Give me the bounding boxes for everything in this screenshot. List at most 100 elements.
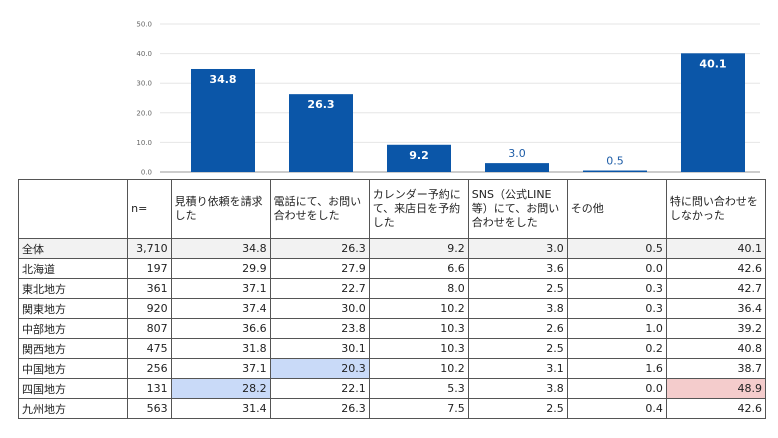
value-cell: 2.5 [467, 338, 568, 359]
value-cell: 10.2 [368, 358, 469, 379]
value-cell: 36.6 [170, 318, 271, 339]
value-cell: 3.8 [467, 298, 568, 319]
value-cell: 30.1 [269, 338, 370, 359]
header-n: n= [127, 179, 172, 239]
bar-chart: 0.0 10.0 20.0 30.0 40.0 50.0 34.8 26.3 9.2 3.0 0.5… [136, 21, 760, 177]
header-region [17, 179, 129, 239]
table-row: 中国地方 256 37.1 20.3 10.2 3.1 1.6 38.7 [17, 358, 767, 379]
value-cell: 26.3 [269, 238, 370, 259]
table-row: 全体 3,710 34.8 26.3 9.2 3.0 0.5 40.1 [17, 238, 767, 259]
value-cell: 30.0 [269, 298, 370, 319]
bar-value-label: 9.2 [409, 149, 429, 162]
value-cell: 28.2 [170, 378, 271, 399]
region-cell: 関西地方 [17, 338, 129, 359]
value-cell: 6.6 [368, 258, 469, 279]
value-cell: 5.3 [368, 378, 469, 399]
n-cell: 3,710 [127, 238, 172, 259]
region-cell: 関東地方 [17, 298, 129, 319]
bar-value-label: 3.0 [508, 147, 526, 160]
value-cell: 10.2 [368, 298, 469, 319]
value-cell: 36.4 [665, 298, 767, 319]
value-cell: 0.4 [566, 398, 667, 419]
bar [681, 53, 745, 172]
value-cell: 26.3 [269, 398, 370, 419]
value-cell: 9.2 [368, 238, 469, 259]
value-cell: 42.6 [665, 258, 767, 279]
value-cell: 29.9 [170, 258, 271, 279]
header-calendar: カレンダー予約にて、来店日を予約した [368, 179, 469, 239]
value-cell: 10.3 [368, 338, 469, 359]
table-row: 関西地方 475 31.8 30.1 10.3 2.5 0.2 40.8 [17, 338, 767, 359]
value-cell: 37.4 [170, 298, 271, 319]
value-cell: 31.8 [170, 338, 271, 359]
header-none: 特に問い合わせをしなかった [665, 179, 767, 239]
region-cell: 全体 [17, 238, 129, 259]
value-cell: 1.0 [566, 318, 667, 339]
value-cell: 8.0 [368, 278, 469, 299]
value-cell: 0.3 [566, 278, 667, 299]
table-header-row: n= 見積り依頼を請求した 電話にて、お問い合わせをした カレンダー予約にて、来… [17, 179, 767, 239]
region-cell: 北海道 [17, 258, 129, 279]
value-cell: 0.0 [566, 378, 667, 399]
value-cell: 3.8 [467, 378, 568, 399]
value-cell: 37.1 [170, 278, 271, 299]
y-tick-label: 50.0 [136, 21, 152, 29]
results-table: n= 見積り依頼を請求した 電話にて、お問い合わせをした カレンダー予約にて、来… [17, 179, 767, 419]
n-cell: 920 [127, 298, 172, 319]
value-cell: 2.6 [467, 318, 568, 339]
value-cell: 0.0 [566, 258, 667, 279]
table-row: 東北地方 361 37.1 22.7 8.0 2.5 0.3 42.7 [17, 278, 767, 299]
bar-value-label: 0.5 [606, 155, 624, 168]
table-row: 関東地方 920 37.4 30.0 10.2 3.8 0.3 36.4 [17, 298, 767, 319]
value-cell: 0.2 [566, 338, 667, 359]
y-tick-label: 20.0 [136, 109, 152, 117]
header-phone: 電話にて、お問い合わせをした [269, 179, 370, 239]
n-cell: 256 [127, 358, 172, 379]
bar [485, 163, 549, 172]
value-cell: 42.7 [665, 278, 767, 299]
y-tick-label: 30.0 [136, 80, 152, 88]
value-cell: 22.1 [269, 378, 370, 399]
n-cell: 131 [127, 378, 172, 399]
table-row: 四国地方 131 28.2 22.1 5.3 3.8 0.0 48.9 [17, 378, 767, 399]
region-cell: 中国地方 [17, 358, 129, 379]
value-cell: 31.4 [170, 398, 271, 419]
value-cell: 3.1 [467, 358, 568, 379]
value-cell: 10.3 [368, 318, 469, 339]
bar-value-label: 34.8 [209, 73, 236, 86]
y-tick-label: 0.0 [141, 169, 152, 177]
value-cell: 7.5 [368, 398, 469, 419]
bar-value-label: 26.3 [307, 98, 334, 111]
value-cell: 42.6 [665, 398, 767, 419]
n-cell: 807 [127, 318, 172, 339]
value-cell: 1.6 [566, 358, 667, 379]
value-cell: 37.1 [170, 358, 271, 379]
y-tick-label: 40.0 [136, 50, 152, 58]
value-cell: 3.6 [467, 258, 568, 279]
header-other: その他 [566, 179, 667, 239]
value-cell: 20.3 [269, 358, 370, 379]
n-cell: 475 [127, 338, 172, 359]
value-cell: 40.8 [665, 338, 767, 359]
bar [387, 144, 451, 172]
value-cell: 3.0 [467, 238, 568, 259]
table-row: 中部地方 807 36.6 23.8 10.3 2.6 1.0 39.2 [17, 318, 767, 339]
value-cell: 22.7 [269, 278, 370, 299]
value-cell: 2.5 [467, 278, 568, 299]
value-cell: 39.2 [665, 318, 767, 339]
y-tick-label: 10.0 [136, 139, 152, 147]
value-cell: 38.7 [665, 358, 767, 379]
bar-value-label: 40.1 [699, 57, 726, 70]
n-cell: 361 [127, 278, 172, 299]
region-cell: 四国地方 [17, 378, 129, 399]
header-estimate: 見積り依頼を請求した [170, 179, 271, 239]
value-cell: 48.9 [665, 378, 767, 399]
n-cell: 563 [127, 398, 172, 419]
region-cell: 東北地方 [17, 278, 129, 299]
region-cell: 中部地方 [17, 318, 129, 339]
table-row: 北海道 197 29.9 27.9 6.6 3.6 0.0 42.6 [17, 258, 767, 279]
value-cell: 23.8 [269, 318, 370, 339]
value-cell: 0.3 [566, 298, 667, 319]
bar [583, 170, 647, 172]
bar [289, 94, 353, 172]
